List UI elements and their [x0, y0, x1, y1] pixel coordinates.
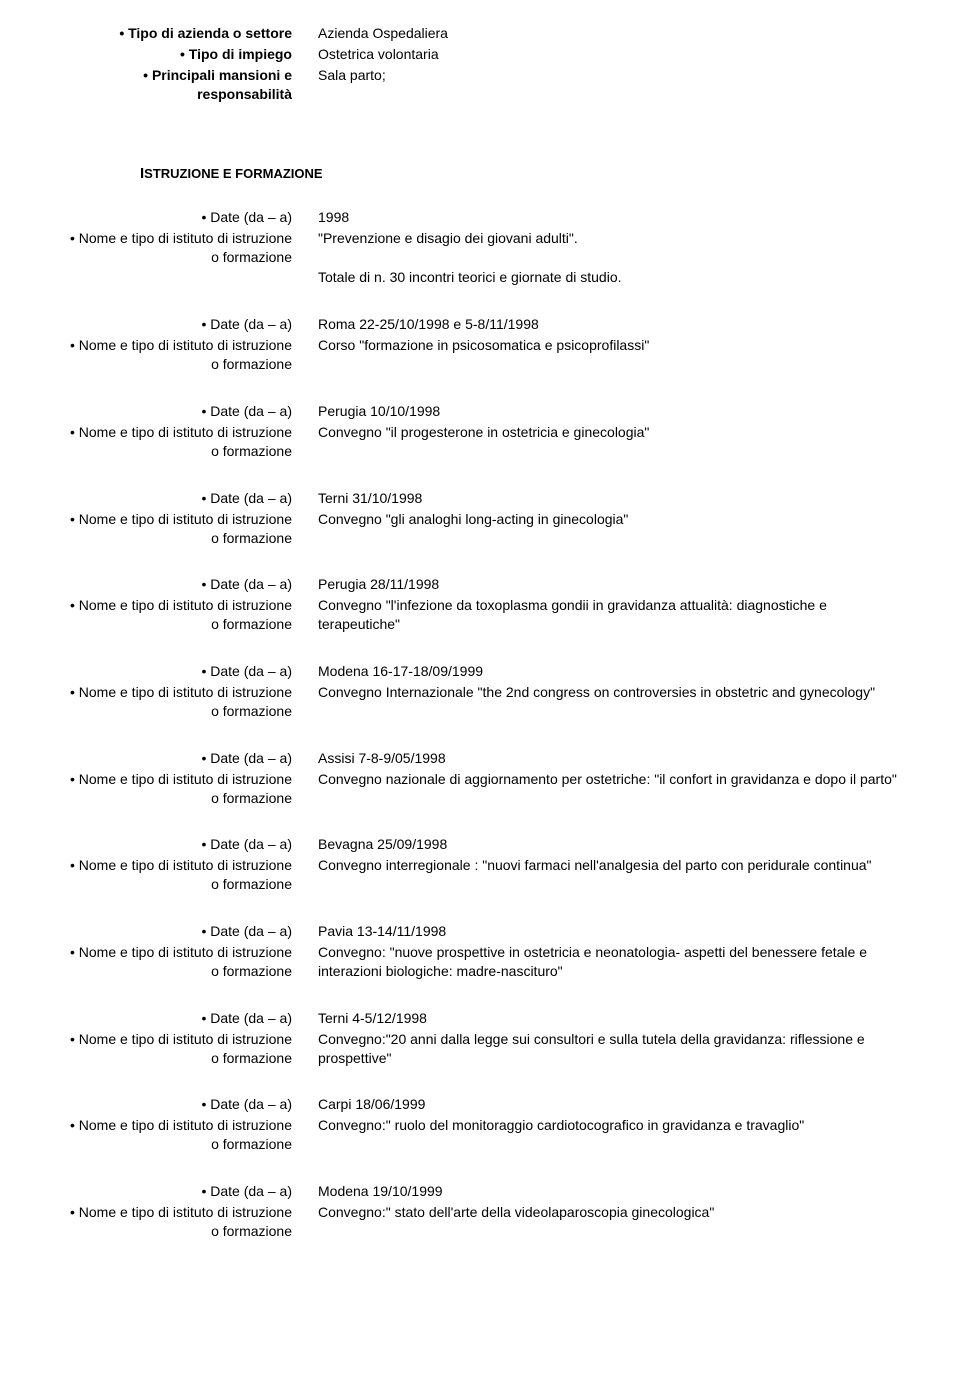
entry-desc2-row: Totale di n. 30 incontri teorici e giorn… [60, 268, 900, 287]
entry-date-row: • Date (da – a)Pavia 13-14/11/1998 [60, 922, 900, 941]
label-date: • Date (da – a) [60, 1182, 310, 1201]
education-entry: • Date (da – a)Perugia 10/10/1998• Nome … [60, 402, 900, 461]
entry-date-row: • Date (da – a)Perugia 10/10/1998 [60, 402, 900, 421]
education-entry: • Date (da – a)Roma 22-25/10/1998 e 5-8/… [60, 315, 900, 374]
row-responsibilities: • Principali mansioni e responsabilità S… [60, 66, 900, 104]
label-job-type: • Tipo di impiego [60, 45, 310, 64]
label-date: • Date (da – a) [60, 922, 310, 941]
entry-date-row: • Date (da – a)Modena 16-17-18/09/1999 [60, 662, 900, 681]
label-date: • Date (da – a) [60, 489, 310, 508]
entry-inst-row: • Nome e tipo di istituto di istruzione … [60, 770, 900, 808]
label-date: • Date (da – a) [60, 315, 310, 334]
education-entry: • Date (da – a)Perugia 28/11/1998• Nome … [60, 575, 900, 634]
entry-date-row: • Date (da – a)Roma 22-25/10/1998 e 5-8/… [60, 315, 900, 334]
value-date: Carpi 18/06/1999 [310, 1095, 900, 1114]
value-description: Convegno "l'infezione da toxoplasma gond… [310, 596, 900, 634]
value-date: Modena 19/10/1999 [310, 1182, 900, 1201]
entry-date-row: • Date (da – a)Terni 31/10/1998 [60, 489, 900, 508]
row-job-type: • Tipo di impiego Ostetrica volontaria [60, 45, 900, 64]
section-title-rest: STRUZIONE E FORMAZIONE [144, 166, 322, 181]
education-entry: • Date (da – a)Carpi 18/06/1999• Nome e … [60, 1095, 900, 1154]
education-entry: • Date (da – a)Terni 31/10/1998• Nome e … [60, 489, 900, 548]
value-date: Roma 22-25/10/1998 e 5-8/11/1998 [310, 315, 900, 334]
label-date: • Date (da – a) [60, 1095, 310, 1114]
label-institute: • Nome e tipo di istituto di istruzione … [60, 229, 310, 267]
entry-inst-row: • Nome e tipo di istituto di istruzione … [60, 423, 900, 461]
education-entries: • Date (da – a)1998• Nome e tipo di isti… [60, 208, 900, 1241]
education-entry: • Date (da – a)Pavia 13-14/11/1998• Nome… [60, 922, 900, 981]
entry-inst-row: • Nome e tipo di istituto di istruzione … [60, 1203, 900, 1241]
value-description: Convegno:" stato dell'arte della videola… [310, 1203, 900, 1241]
entry-date-row: • Date (da – a)Carpi 18/06/1999 [60, 1095, 900, 1114]
label-institute: • Nome e tipo di istituto di istruzione … [60, 423, 310, 461]
employment-block: • Tipo di azienda o settore Azienda Ospe… [60, 24, 900, 104]
section-title-education: ISTRUZIONE E FORMAZIONE [60, 164, 900, 184]
row-company-type: • Tipo di azienda o settore Azienda Ospe… [60, 24, 900, 43]
entry-date-row: • Date (da – a)1998 [60, 208, 900, 227]
entry-inst-row: • Nome e tipo di istituto di istruzione … [60, 336, 900, 374]
entry-inst-row: • Nome e tipo di istituto di istruzione … [60, 1116, 900, 1154]
entry-inst-row: • Nome e tipo di istituto di istruzione … [60, 683, 900, 721]
entry-inst-row: • Nome e tipo di istituto di istruzione … [60, 1030, 900, 1068]
label-company-type: • Tipo di azienda o settore [60, 24, 310, 43]
education-entry: • Date (da – a)Modena 16-17-18/09/1999• … [60, 662, 900, 721]
value-description: Convegno nazionale di aggiornamento per … [310, 770, 900, 808]
value-date: Terni 4-5/12/1998 [310, 1009, 900, 1028]
value-date: Modena 16-17-18/09/1999 [310, 662, 900, 681]
label-date: • Date (da – a) [60, 208, 310, 227]
value-job-type: Ostetrica volontaria [310, 45, 900, 64]
entry-date-row: • Date (da – a)Modena 19/10/1999 [60, 1182, 900, 1201]
entry-date-row: • Date (da – a)Assisi 7-8-9/05/1998 [60, 749, 900, 768]
label-date: • Date (da – a) [60, 1009, 310, 1028]
label-date: • Date (da – a) [60, 662, 310, 681]
entry-date-row: • Date (da – a)Bevagna 25/09/1998 [60, 835, 900, 854]
education-entry: • Date (da – a)Terni 4-5/12/1998• Nome e… [60, 1009, 900, 1068]
value-description: Convegno Internazionale "the 2nd congres… [310, 683, 900, 721]
value-date: Assisi 7-8-9/05/1998 [310, 749, 900, 768]
education-entry: • Date (da – a)Modena 19/10/1999• Nome e… [60, 1182, 900, 1241]
education-entry: • Date (da – a)Assisi 7-8-9/05/1998• Nom… [60, 749, 900, 808]
education-entry: • Date (da – a)1998• Nome e tipo di isti… [60, 208, 900, 288]
value-company-type: Azienda Ospedaliera [310, 24, 900, 43]
value-description: Convegno "gli analoghi long-acting in gi… [310, 510, 900, 548]
label-institute: • Nome e tipo di istituto di istruzione … [60, 943, 310, 981]
entry-date-row: • Date (da – a)Perugia 28/11/1998 [60, 575, 900, 594]
value-description: Convegno:" ruolo del monitoraggio cardio… [310, 1116, 900, 1154]
label-date: • Date (da – a) [60, 835, 310, 854]
value-description2: Totale di n. 30 incontri teorici e giorn… [310, 268, 900, 287]
value-date: Terni 31/10/1998 [310, 489, 900, 508]
value-date: Perugia 28/11/1998 [310, 575, 900, 594]
value-date: Perugia 10/10/1998 [310, 402, 900, 421]
education-entry: • Date (da – a)Bevagna 25/09/1998• Nome … [60, 835, 900, 894]
entry-inst-row: • Nome e tipo di istituto di istruzione … [60, 596, 900, 634]
value-description: Convegno "il progesterone in ostetricia … [310, 423, 900, 461]
label-date: • Date (da – a) [60, 402, 310, 421]
label-institute: • Nome e tipo di istituto di istruzione … [60, 1203, 310, 1241]
value-description: "Prevenzione e disagio dei giovani adult… [310, 229, 900, 267]
label-institute: • Nome e tipo di istituto di istruzione … [60, 770, 310, 808]
label-institute: • Nome e tipo di istituto di istruzione … [60, 336, 310, 374]
label-institute: • Nome e tipo di istituto di istruzione … [60, 510, 310, 548]
label-institute: • Nome e tipo di istituto di istruzione … [60, 1030, 310, 1068]
value-description: Convegno interregionale : "nuovi farmaci… [310, 856, 900, 894]
label-institute: • Nome e tipo di istituto di istruzione … [60, 1116, 310, 1154]
label-date: • Date (da – a) [60, 749, 310, 768]
label-institute: • Nome e tipo di istituto di istruzione … [60, 683, 310, 721]
value-date: Pavia 13-14/11/1998 [310, 922, 900, 941]
value-date: Bevagna 25/09/1998 [310, 835, 900, 854]
value-description: Convegno:"20 anni dalla legge sui consul… [310, 1030, 900, 1068]
label-date: • Date (da – a) [60, 575, 310, 594]
value-description: Corso "formazione in psicosomatica e psi… [310, 336, 900, 374]
entry-inst-row: • Nome e tipo di istituto di istruzione … [60, 229, 900, 267]
label-responsibilities: • Principali mansioni e responsabilità [60, 66, 310, 104]
label-institute: • Nome e tipo di istituto di istruzione … [60, 856, 310, 894]
entry-inst-row: • Nome e tipo di istituto di istruzione … [60, 943, 900, 981]
value-responsibilities: Sala parto; [310, 66, 900, 104]
entry-inst-row: • Nome e tipo di istituto di istruzione … [60, 510, 900, 548]
entry-date-row: • Date (da – a)Terni 4-5/12/1998 [60, 1009, 900, 1028]
value-description: Convegno: "nuove prospettive in ostetric… [310, 943, 900, 981]
label-institute: • Nome e tipo di istituto di istruzione … [60, 596, 310, 634]
entry-inst-row: • Nome e tipo di istituto di istruzione … [60, 856, 900, 894]
value-date: 1998 [310, 208, 900, 227]
